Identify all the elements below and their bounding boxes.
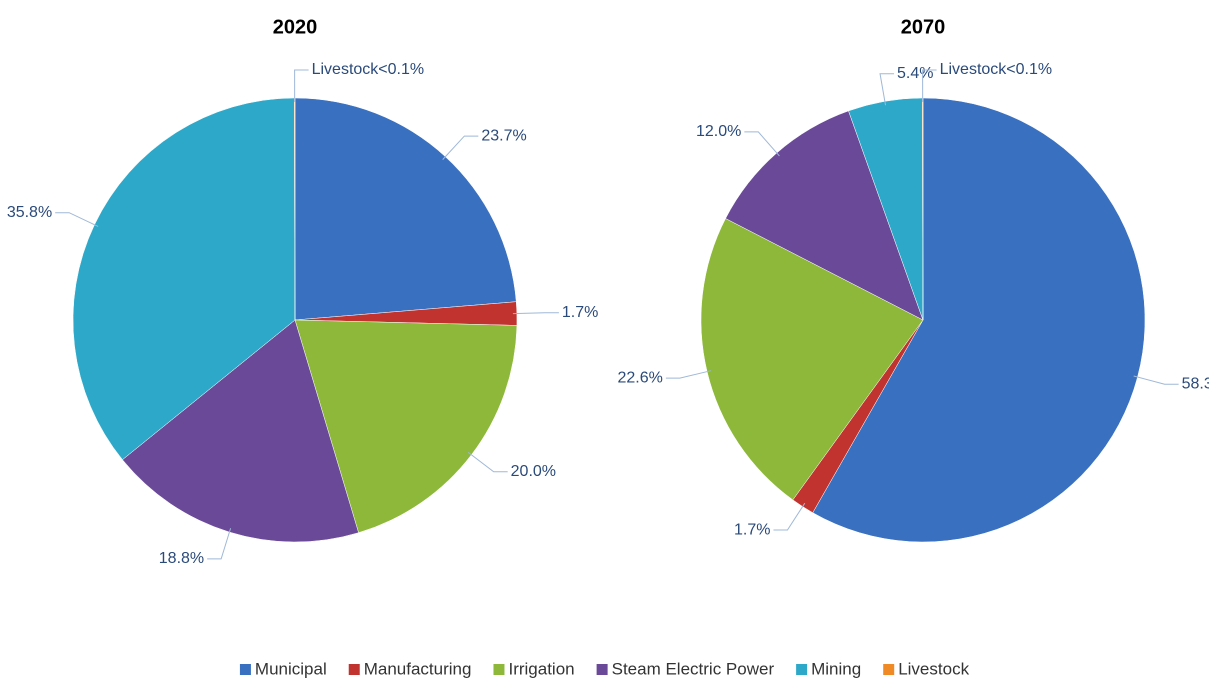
data-label: 5.4% <box>897 65 933 82</box>
leader-line <box>1133 375 1179 385</box>
leader-line <box>442 135 479 160</box>
legend-label: Livestock <box>898 659 969 678</box>
data-label: 58.3% <box>1182 375 1209 392</box>
leader-line <box>665 370 712 379</box>
leader-line <box>467 451 508 473</box>
legend-swatch <box>596 664 608 675</box>
data-label: 23.7% <box>481 127 526 144</box>
legend-swatch <box>348 664 360 675</box>
data-label: 20.0% <box>511 463 556 480</box>
leader-line <box>879 73 895 106</box>
leader-line <box>512 312 559 315</box>
leader-line <box>207 528 232 560</box>
legend: Municipal Manufacturing Irrigation Steam El… <box>239 659 970 678</box>
data-label: 1.7% <box>562 304 598 321</box>
legend-label: Steam Electric Power <box>612 659 775 678</box>
leader-line <box>744 131 780 157</box>
leader-line <box>922 69 937 103</box>
legend-swatch <box>493 664 505 675</box>
legend-label: Municipal <box>255 659 327 678</box>
data-label: 12.0% <box>696 123 741 140</box>
data-label: 22.6% <box>617 369 662 386</box>
data-label: Livestock<0.1% <box>940 61 1053 78</box>
chart-title: 2020 <box>273 16 318 38</box>
data-label: 1.7% <box>734 521 770 538</box>
leader-line <box>294 69 309 103</box>
chart-title: 2070 <box>901 16 946 38</box>
legend-swatch <box>239 664 251 675</box>
leader-line <box>773 502 806 531</box>
legend-label: Irrigation <box>508 659 574 678</box>
data-label: Livestock<0.1% <box>312 61 425 78</box>
data-label: 35.8% <box>7 204 52 221</box>
legend-label: Manufacturing <box>364 659 472 678</box>
legend-swatch <box>883 664 895 675</box>
legend-swatch <box>796 664 808 675</box>
data-label: 18.8% <box>159 550 204 567</box>
legend-label: Mining <box>811 659 861 678</box>
leader-line <box>55 212 99 227</box>
